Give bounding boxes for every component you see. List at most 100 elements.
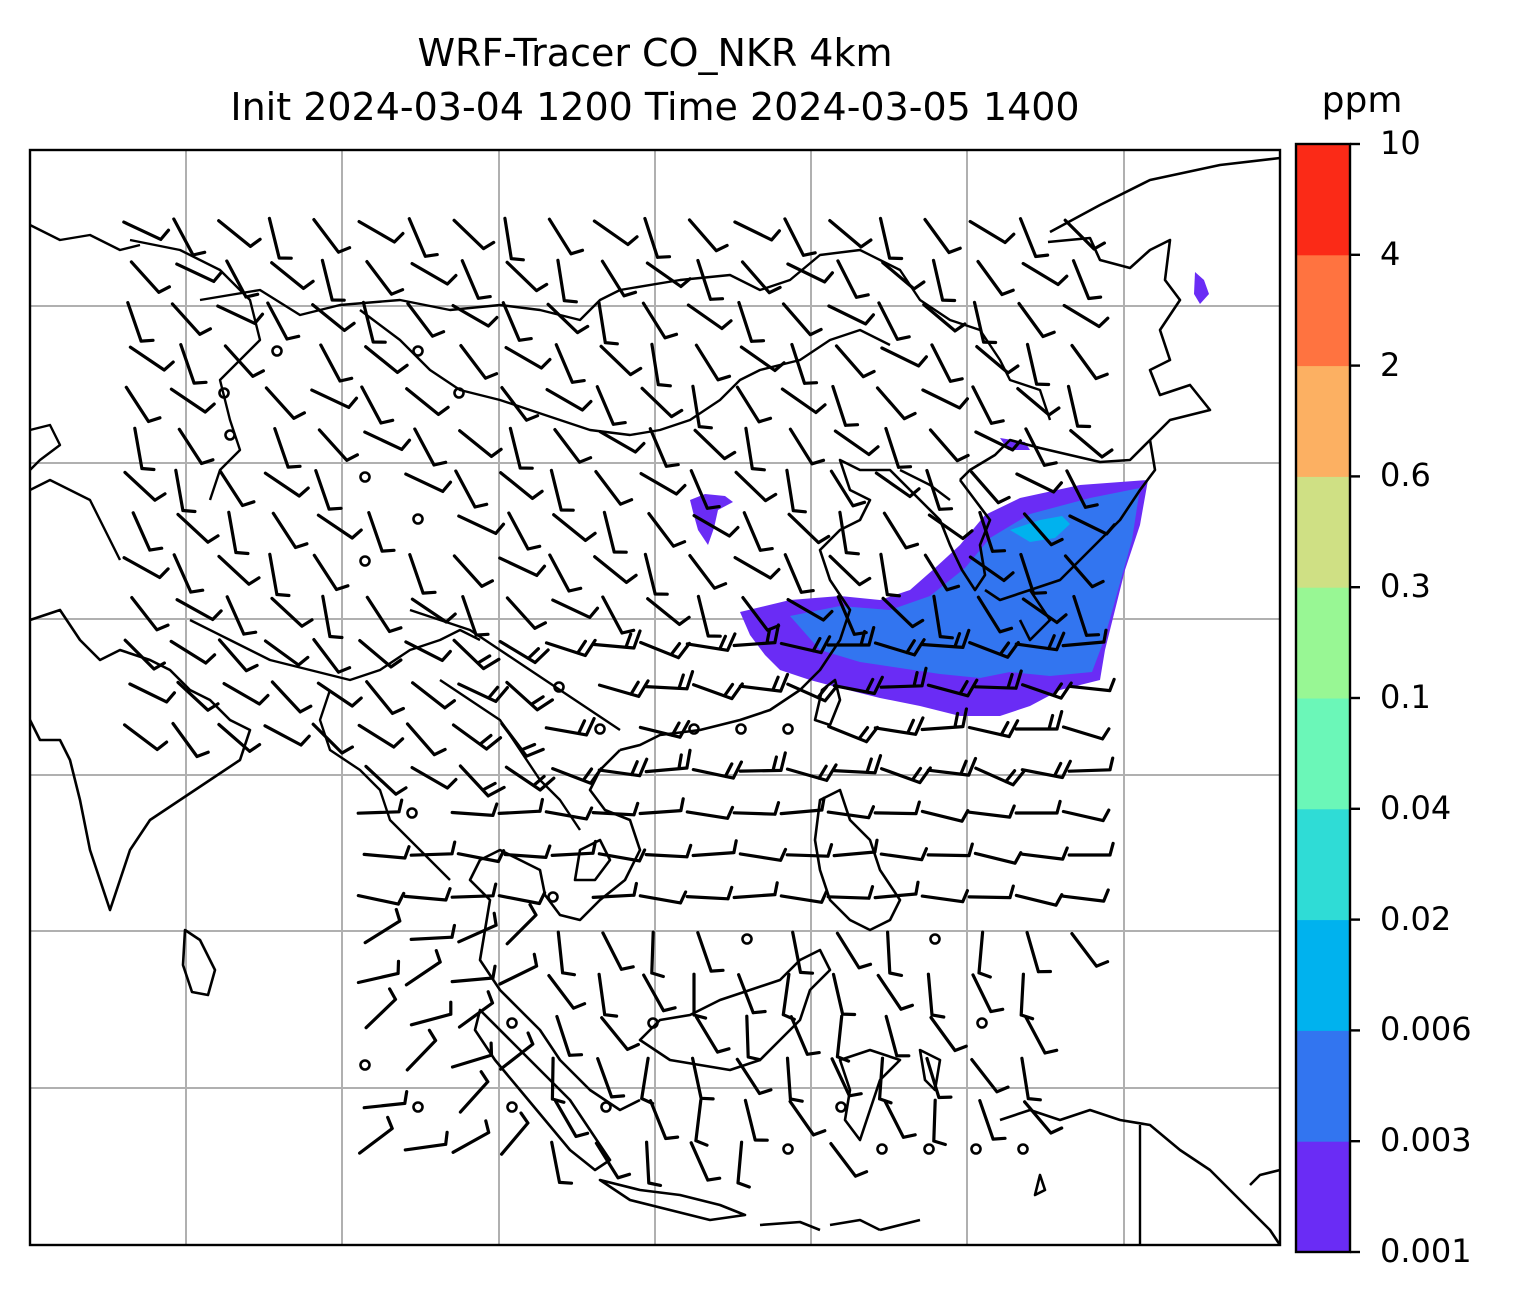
wind-barb — [553, 428, 593, 464]
wind-barb — [829, 469, 867, 508]
wind-barb — [972, 300, 998, 345]
wind-barb — [310, 388, 359, 409]
wind-barb — [826, 626, 876, 647]
wind-barb — [600, 259, 638, 298]
wind-barb — [874, 471, 921, 499]
wind-barb — [451, 723, 503, 751]
wind-barb — [971, 973, 1005, 1014]
wind-barb — [129, 260, 171, 294]
wind-barb — [639, 472, 687, 496]
wind-barb — [640, 386, 684, 419]
wind-barb — [696, 258, 725, 301]
wind-barb — [404, 949, 442, 987]
calm-wind-marker — [970, 1143, 982, 1155]
wind-barb — [646, 597, 691, 626]
wind-barb — [832, 838, 879, 858]
wind-barb — [974, 766, 1026, 787]
wind-barb — [460, 259, 492, 300]
wind-barb — [500, 386, 540, 422]
wind-barb — [882, 511, 920, 550]
wind-barb — [691, 760, 743, 780]
wind-barb — [925, 1056, 953, 1100]
colorbar-segment-9 — [1296, 144, 1350, 256]
wind-barb — [458, 1070, 490, 1114]
wind-barb — [601, 595, 636, 635]
wind-barb — [217, 638, 259, 673]
wind-barb — [1063, 218, 1106, 251]
wind-barb — [450, 802, 499, 817]
wind-barb — [1025, 930, 1052, 974]
wind-barb — [413, 427, 448, 467]
wind-barb — [689, 469, 721, 510]
wind-barb — [779, 796, 826, 816]
coast-borneo — [638, 948, 832, 1072]
wind-barb — [176, 680, 220, 712]
wind-barb — [361, 300, 387, 344]
wind-barb — [123, 470, 167, 502]
wind-barb — [501, 301, 533, 342]
wind-barb — [263, 639, 310, 667]
wind-barb — [691, 384, 713, 430]
wind-barb — [827, 304, 875, 326]
plume-level-1-patch-2 — [1194, 272, 1209, 304]
calm-wind-marker — [976, 1017, 988, 1029]
wind-barb — [733, 220, 781, 242]
wind-barb — [1061, 628, 1108, 648]
colorbar-tick-label: 0.02 — [1380, 899, 1452, 938]
wind-barb — [926, 756, 978, 777]
wind-barb — [833, 429, 880, 457]
wind-barb — [175, 598, 223, 622]
calm-wind-marker — [547, 891, 559, 903]
wind-barb — [170, 302, 212, 336]
wind-barb — [877, 301, 911, 341]
wind-barb — [1022, 512, 1064, 547]
wind-barb — [737, 300, 766, 343]
calm-wind-marker — [594, 723, 606, 735]
wind-barb — [738, 847, 788, 862]
coast-lesser-sunda — [759, 1168, 1281, 1232]
wind-barb — [884, 426, 913, 469]
wind-barb — [407, 217, 439, 258]
wind-barb — [365, 680, 405, 715]
wind-barb — [319, 343, 354, 383]
wind-barb — [508, 426, 534, 470]
calm-wind-marker — [923, 1143, 935, 1155]
wind-barb — [689, 1141, 722, 1182]
coast-sulawesi — [838, 1048, 902, 1142]
wind-barb — [732, 881, 779, 900]
calm-wind-marker — [1017, 1143, 1029, 1155]
wind-barb — [977, 930, 992, 979]
colorbar-segment-1 — [1296, 1030, 1350, 1142]
wind-barb — [367, 511, 396, 553]
wind-barb — [171, 721, 210, 759]
calm-wind-marker — [359, 471, 371, 483]
wind-barb — [879, 666, 928, 689]
wind-barb — [878, 216, 904, 261]
wind-barb — [411, 681, 456, 710]
wind-barb — [968, 219, 1016, 245]
wind-barb — [264, 386, 306, 420]
wind-barb — [1068, 514, 1116, 536]
wind-barb — [733, 556, 781, 580]
wind-barb — [452, 218, 496, 251]
wind-barb — [591, 629, 642, 650]
calm-wind-marker — [929, 933, 941, 945]
wind-barb — [1016, 387, 1061, 417]
wind-barb — [926, 842, 974, 858]
wind-barb — [217, 722, 262, 753]
wind-barb — [873, 638, 926, 657]
wind-barb — [881, 596, 925, 629]
wind-barb — [551, 598, 600, 619]
wind-barb — [827, 724, 879, 744]
wind-barb — [548, 553, 583, 593]
wind-barb — [745, 1014, 762, 1062]
colorbar-tick-label: 0.3 — [1380, 567, 1431, 606]
wind-barb — [358, 1115, 394, 1155]
wind-barb — [263, 724, 311, 747]
wind-barb — [544, 638, 597, 658]
wind-barb — [409, 923, 456, 941]
wind-barb — [780, 387, 827, 415]
wind-barb — [597, 972, 619, 1018]
wind-barb — [1024, 427, 1058, 467]
wind-barb — [547, 217, 585, 256]
